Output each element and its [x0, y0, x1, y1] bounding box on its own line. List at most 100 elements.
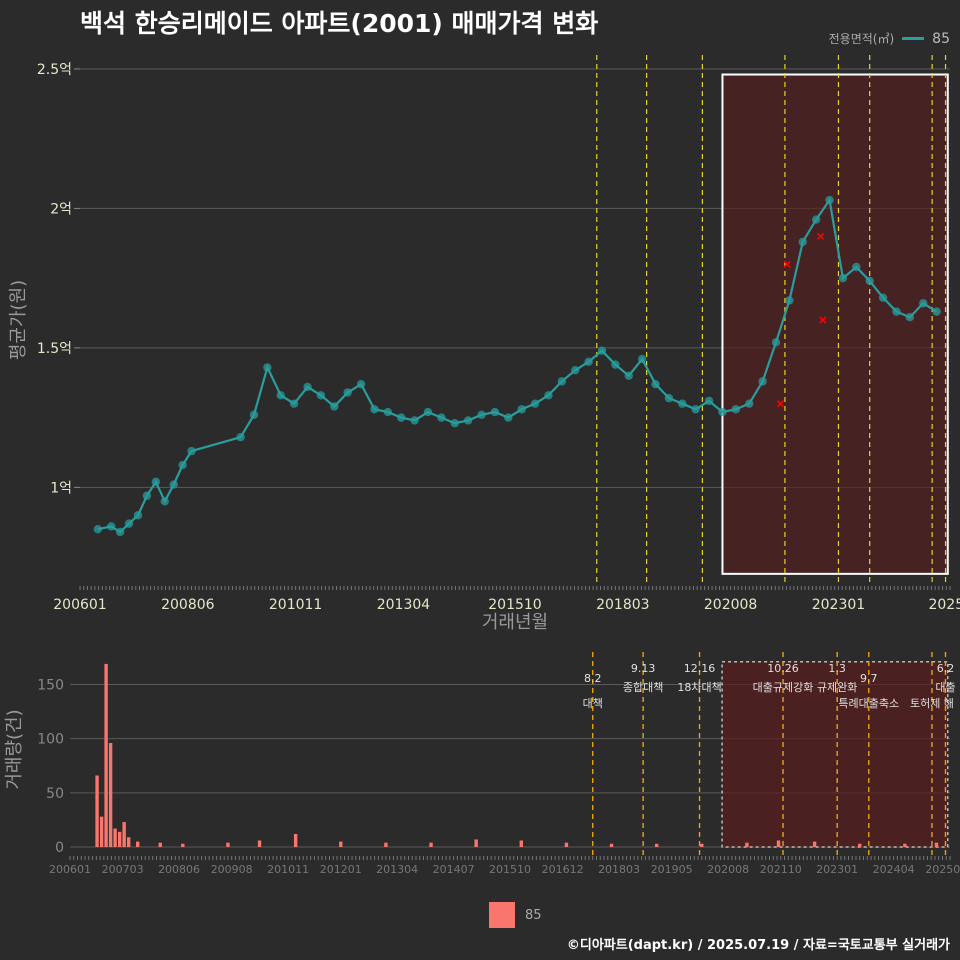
volume-bar [654, 843, 659, 847]
volume-bar [113, 828, 117, 847]
price-x-tick-label: 201304 [377, 597, 431, 613]
price-point [423, 407, 433, 417]
volume-legend-label: 85 [525, 907, 542, 923]
price-legend: 전용면적(㎡) 85 [829, 30, 950, 47]
volume-bar [95, 775, 99, 847]
volume-bar [564, 842, 569, 847]
volume-bar [858, 843, 862, 847]
policy-annotation-date: 12.16 [684, 662, 716, 675]
price-point [477, 410, 486, 420]
price-point [263, 363, 272, 372]
volume-highlight-box [721, 661, 949, 848]
price-point [771, 338, 781, 347]
policy-annotation-date: 8.2 [584, 672, 602, 685]
volume-bar [126, 837, 131, 847]
price-point [517, 405, 526, 414]
volume-bar [117, 831, 122, 847]
volume-legend: 85 [489, 902, 542, 928]
volume-y-tick-label: 0 [55, 840, 64, 856]
volume-bar [99, 816, 104, 847]
volume-bar [776, 840, 781, 847]
price-point [852, 262, 861, 272]
price-point [316, 391, 326, 400]
price-x-tick-label: 202008 [704, 597, 757, 613]
price-plot: 1억 1.5억 2억 2.5억 200601 200806 201011 201304 2015… [8, 55, 960, 633]
volume-x-tick-label: 201011 [267, 863, 309, 876]
price-point [758, 377, 767, 386]
volume-x-tick-label: 202301 [816, 863, 858, 876]
volume-bar [339, 841, 343, 847]
price-point [798, 237, 807, 247]
volume-x-tick-label: 201905 [651, 863, 693, 876]
policy-annotation-label: 18차대책 [677, 681, 721, 694]
price-x-axis-title: 거래년월 [482, 612, 548, 633]
volume-bar [934, 842, 939, 847]
volume-x-tick-label: 202110 [760, 863, 802, 876]
source-caption: ©디아파트(dapt.kr) / 2025.07.19 / 자료=국토교통부 실… [566, 938, 950, 953]
price-outlier-mark [776, 400, 785, 408]
volume-x-tick-label: 202008 [707, 863, 749, 876]
volume-bar [903, 843, 907, 847]
price-point [343, 388, 352, 397]
price-x-tick-label: 201510 [488, 597, 541, 613]
price-point [356, 379, 366, 389]
price-point [107, 522, 116, 531]
price-y-tick-label: 1.5억 [37, 341, 72, 357]
price-point [151, 477, 161, 486]
price-point [289, 399, 299, 408]
price-legend-swatch [902, 37, 925, 40]
price-point [691, 405, 700, 414]
price-point [530, 399, 540, 408]
price-point [731, 405, 741, 414]
volume-bar [519, 840, 523, 847]
price-point [597, 346, 607, 355]
volume-bar [745, 842, 749, 847]
volume-x-tick-label: 201510 [489, 863, 531, 876]
price-point [785, 296, 794, 305]
price-point [124, 519, 134, 528]
price-point [383, 407, 393, 417]
price-point [115, 527, 125, 537]
volume-bar [158, 842, 162, 847]
volume-x-tick-label: 202506 [925, 863, 960, 876]
price-x-tick-label: 2025 [928, 597, 960, 613]
price-trend-line [97, 197, 938, 534]
policy-annotation-label: 대책 [583, 697, 603, 710]
price-point [624, 371, 633, 380]
price-point [178, 460, 187, 470]
price-point [718, 407, 727, 417]
price-point [905, 313, 915, 322]
volume-bar [609, 843, 614, 847]
price-point [611, 360, 620, 369]
price-point [450, 419, 459, 428]
price-outlier-mark [817, 232, 825, 240]
price-point [637, 354, 647, 364]
price-x-tick-label: 200601 [53, 597, 106, 613]
volume-bar [108, 743, 113, 847]
price-point [437, 413, 446, 422]
price-point [276, 391, 285, 400]
volume-x-tick-label: 201407 [433, 863, 475, 876]
volume-x-tick-label: 200806 [158, 863, 200, 876]
price-point [142, 491, 152, 500]
volume-y-axis-title: 거래량(건) [4, 709, 25, 789]
volume-x-tick-label: 200703 [102, 863, 144, 876]
volume-bar [429, 842, 433, 847]
price-point [410, 416, 419, 425]
policy-annotation-date: 1.3 [828, 662, 846, 675]
policy-annotation-date: 9.7 [860, 672, 878, 685]
price-point [838, 273, 848, 283]
price-point [133, 511, 143, 520]
price-x-tick-label: 201011 [269, 597, 322, 613]
price-highlight-box [721, 73, 949, 575]
price-point [745, 399, 754, 408]
volume-bar [122, 822, 126, 847]
volume-y-tick-label: 100 [37, 732, 64, 748]
price-x-tick-label: 201803 [596, 597, 649, 613]
policy-annotation-label: 규제완화 [817, 681, 857, 694]
price-point [811, 215, 821, 224]
volume-x-tick-label: 201304 [376, 863, 418, 876]
policy-annotation-label: 특례대출축소 [838, 697, 899, 710]
volume-bar [226, 842, 230, 847]
volume-bar [474, 839, 478, 847]
